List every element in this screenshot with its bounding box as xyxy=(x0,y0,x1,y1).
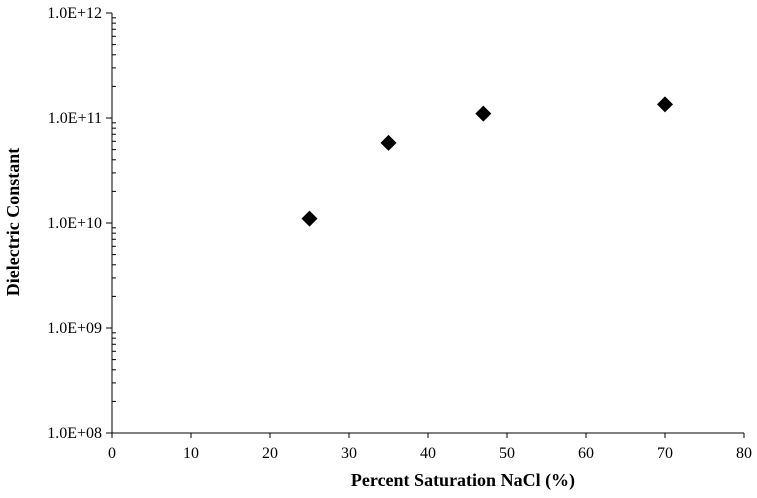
x-tick-label: 80 xyxy=(736,445,752,462)
y-tick-label: 1.0E+10 xyxy=(47,215,102,232)
x-tick-label: 10 xyxy=(183,445,199,462)
data-point-diamond xyxy=(301,210,318,227)
axes xyxy=(111,13,744,434)
y-tick-label: 1.0E+08 xyxy=(47,425,102,442)
x-tick-label: 70 xyxy=(657,445,673,462)
x-axis-title: Percent Saturation NaCl (%) xyxy=(351,470,575,491)
x-tick-label: 30 xyxy=(341,445,357,462)
data-point-diamond xyxy=(475,105,492,122)
y-axis-title: Dielectric Constant xyxy=(3,148,23,296)
x-tick-label: 40 xyxy=(420,445,436,462)
x-tick-label: 50 xyxy=(499,445,515,462)
data-points xyxy=(301,96,673,227)
data-point-diamond xyxy=(380,134,397,151)
y-tick-label: 1.0E+09 xyxy=(47,320,102,337)
x-tick-label: 20 xyxy=(262,445,278,462)
y-axis-ticks: 1.0E+08 1.0E+09 1.0E+10 1.0E+11 1.0E+12 xyxy=(47,5,116,442)
y-tick-label: 1.0E+11 xyxy=(48,110,102,127)
y-tick-label: 1.0E+12 xyxy=(47,5,102,22)
x-axis-ticks: 0 10 20 30 40 50 60 70 80 xyxy=(108,433,752,462)
x-tick-label: 60 xyxy=(578,445,594,462)
x-tick-label: 0 xyxy=(108,445,116,462)
data-point-diamond xyxy=(657,96,673,113)
